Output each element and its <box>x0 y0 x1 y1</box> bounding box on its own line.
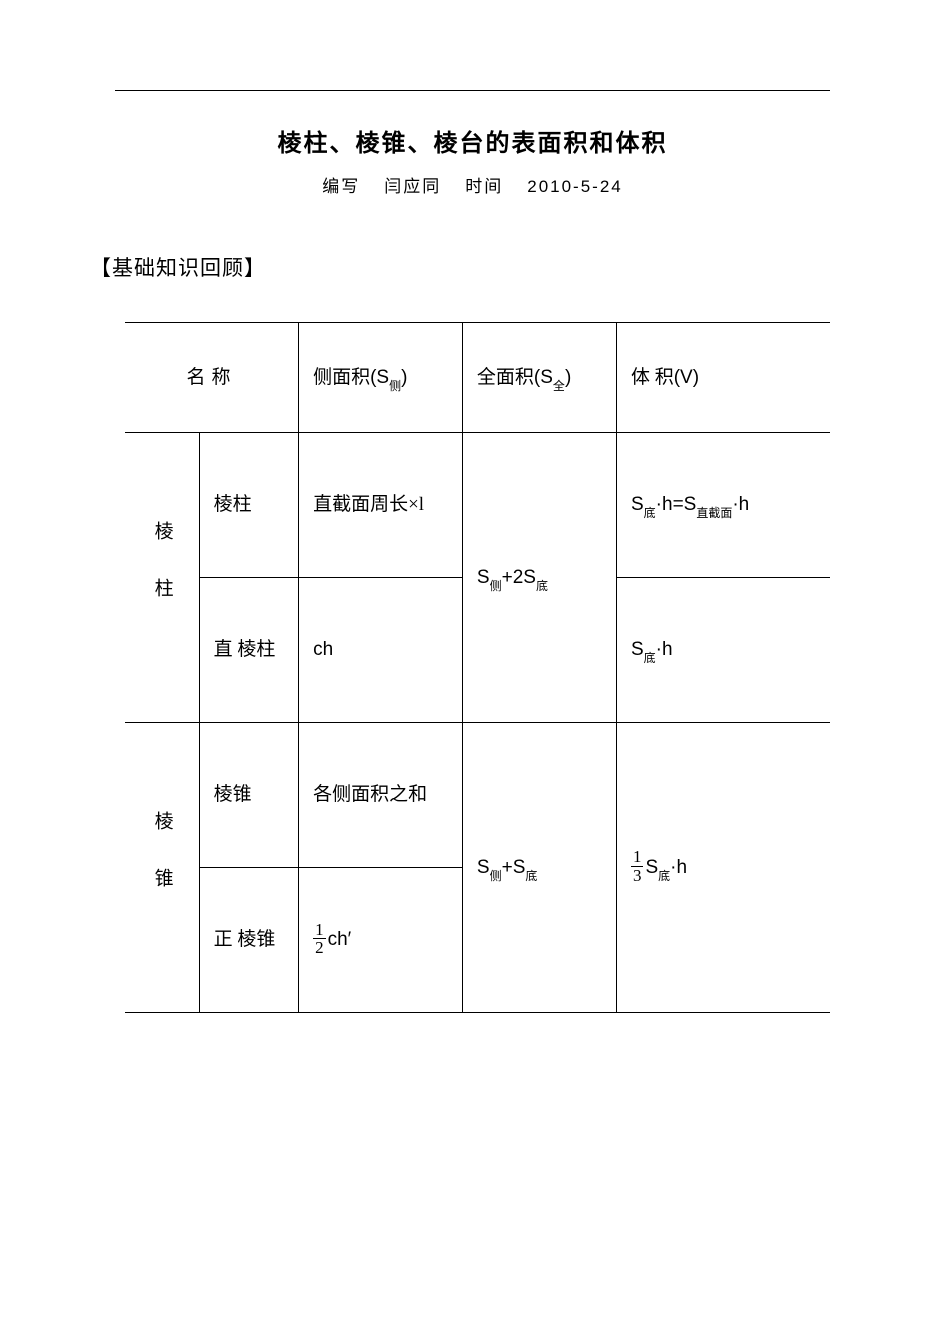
header-side: 侧面积(S侧) <box>299 323 463 433</box>
category-label: 棱锥 <box>139 793 185 925</box>
header-side-close: ) <box>401 367 407 388</box>
frac-num: 1 <box>313 921 326 940</box>
vol-p1: S <box>631 639 644 660</box>
header-total-sub: 全 <box>553 379 565 393</box>
frac-den: 2 <box>313 939 326 957</box>
total-s1: 侧 <box>490 579 502 593</box>
fraction: 12 <box>313 921 326 958</box>
total-s2: 底 <box>536 579 548 593</box>
total-cell: S侧+2S底 <box>462 433 616 723</box>
header-volume: 体 积(V) <box>616 323 830 433</box>
side-formula: 各侧面积之和 <box>313 784 427 805</box>
side-cell: 各侧面积之和 <box>299 723 463 868</box>
vol-s1: 底 <box>658 869 670 883</box>
document-page: 棱柱、棱锥、棱台的表面积和体积 编写 闫应同 时间 2010-5-24 【基础知识回顾… <box>0 0 945 1013</box>
subname-cell: 正 棱锥 <box>199 868 298 1013</box>
side-cell: ch <box>299 578 463 723</box>
byline-author-label: 编写 <box>322 177 360 196</box>
volume-cell: S底·h=S直截面·h <box>616 433 830 578</box>
header-total-close: ) <box>565 367 571 388</box>
subname-cell: 棱柱 <box>199 433 298 578</box>
header-side-sym: (S <box>370 367 389 388</box>
vol-p2: ·h <box>656 639 673 660</box>
volume-cell: S底·h <box>616 578 830 723</box>
total-cell: S侧+S底 <box>462 723 616 1013</box>
total-p2: +S <box>502 857 526 878</box>
vol-p2: ·h=S <box>656 494 697 515</box>
header-vol-sym: (V) <box>674 367 699 388</box>
category-cell: 棱柱 <box>125 433 199 723</box>
page-title: 棱柱、棱锥、棱台的表面积和体积 <box>115 123 830 158</box>
byline-date-label: 时间 <box>465 177 503 196</box>
frac-num: 1 <box>631 848 644 867</box>
subname-text: 棱锥 <box>214 784 252 805</box>
table-row: 棱锥 棱锥 各侧面积之和 S侧+S底 13S底·h <box>125 723 830 868</box>
header-total-label: 全面积 <box>477 367 534 388</box>
header-name-text: 名称 <box>187 367 237 388</box>
vol-s1: 底 <box>644 506 656 520</box>
volume-cell: 13S底·h <box>616 723 830 1013</box>
category-label: 棱柱 <box>139 503 185 635</box>
fraction: 13 <box>631 848 644 885</box>
formula-table: 名称 侧面积(S侧) 全面积(S全) 体 积(V) 棱柱 棱柱 直截面周长×l <box>125 322 830 1013</box>
header-total: 全面积(S全) <box>462 323 616 433</box>
vol-p1: S <box>631 494 644 515</box>
total-s1: 侧 <box>490 869 502 883</box>
header-vol-label: 体 积 <box>631 367 674 388</box>
vol-p3: ·h <box>732 494 749 515</box>
byline-author: 闫应同 <box>384 177 441 196</box>
subname-text: 棱柱 <box>214 494 252 515</box>
header-side-label: 侧面积 <box>313 367 370 388</box>
vol-p1: S <box>645 857 658 878</box>
side-formula: ch <box>313 639 333 660</box>
category-cell: 棱锥 <box>125 723 199 1013</box>
total-p2: +2S <box>502 567 536 588</box>
total-p1: S <box>477 567 490 588</box>
total-s2: 底 <box>525 869 537 883</box>
side-formula: 直截面周长×l <box>313 494 424 515</box>
table-header-row: 名称 侧面积(S侧) 全面积(S全) 体 积(V) <box>125 323 830 433</box>
byline: 编写 闫应同 时间 2010-5-24 <box>115 172 830 197</box>
subname-text: 正 棱锥 <box>214 929 276 950</box>
header-name: 名称 <box>125 323 299 433</box>
subname-cell: 直 棱柱 <box>199 578 298 723</box>
byline-date: 2010-5-24 <box>527 177 623 196</box>
side-after: ch′ <box>328 929 352 950</box>
vol-s1: 底 <box>644 651 656 665</box>
subname-text: 直 棱柱 <box>214 639 276 660</box>
vol-p2: ·h <box>670 857 687 878</box>
section-heading: 【基础知识回顾】 <box>90 252 830 282</box>
header-total-sym: (S <box>534 367 553 388</box>
subname-cell: 棱锥 <box>199 723 298 868</box>
vol-s2: 直截面 <box>696 506 732 520</box>
top-rule <box>115 90 830 91</box>
header-side-sub: 侧 <box>389 379 401 393</box>
side-cell: 12ch′ <box>299 868 463 1013</box>
table-row: 棱柱 棱柱 直截面周长×l S侧+2S底 S底·h=S直截面·h <box>125 433 830 578</box>
total-p1: S <box>477 857 490 878</box>
side-cell: 直截面周长×l <box>299 433 463 578</box>
frac-den: 3 <box>631 867 644 885</box>
